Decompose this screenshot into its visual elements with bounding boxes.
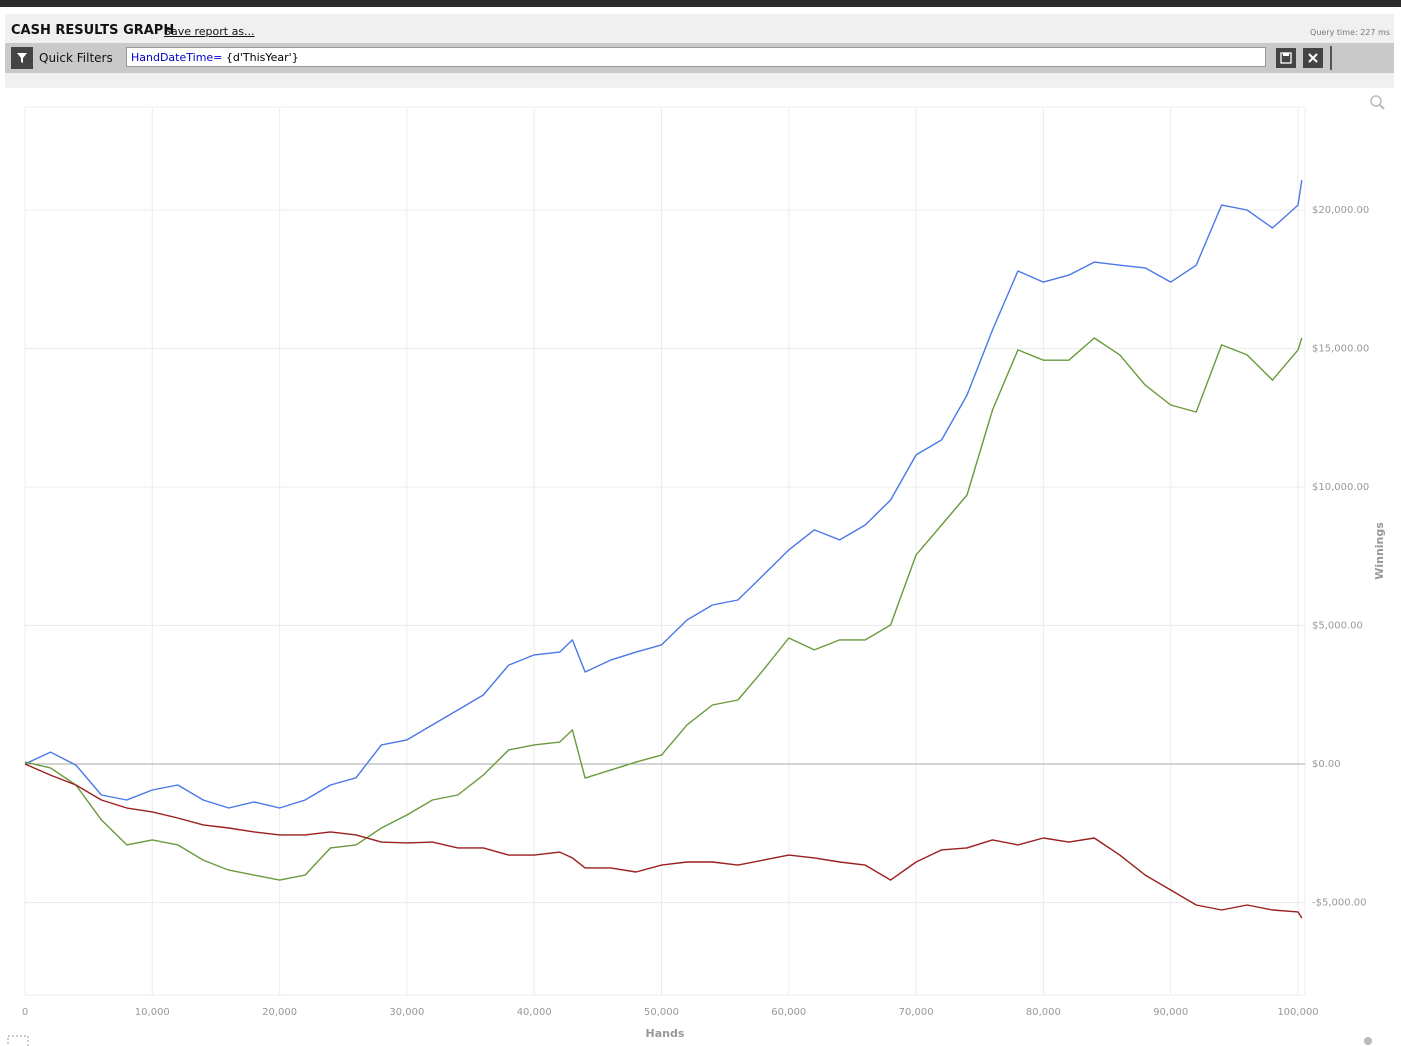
report-title: CASH RESULTS GRAPH xyxy=(11,23,175,38)
x-tick-label: 70,000 xyxy=(899,1007,934,1018)
x-tick-label: 100,000 xyxy=(1277,1007,1318,1018)
y-tick-label: $15,000.00 xyxy=(1312,344,1369,355)
filter-button[interactable] xyxy=(11,47,33,69)
x-tick-label: 10,000 xyxy=(135,1007,170,1018)
filter-input[interactable]: HandDateTime= {d'ThisYear'} xyxy=(126,47,1266,67)
y-tick-label: -$5,000.00 xyxy=(1312,897,1367,908)
x-tick-label: 40,000 xyxy=(517,1007,552,1018)
series-line xyxy=(24,763,1303,919)
x-tick-label: 60,000 xyxy=(771,1007,806,1018)
save-filter-button[interactable] xyxy=(1276,48,1296,68)
x-axis-label: Hands xyxy=(646,1027,685,1040)
clear-filter-button[interactable] xyxy=(1303,48,1323,68)
settings-icon xyxy=(7,1035,29,1046)
separator xyxy=(1330,46,1332,70)
x-tick-label: 0 xyxy=(22,1007,28,1018)
filter-field: HandDateTime= xyxy=(131,51,223,64)
filter-value: {d'ThisYear'} xyxy=(225,51,299,64)
y-axis-label: Winnings xyxy=(1373,522,1386,580)
info-icon xyxy=(1364,1037,1372,1045)
series-line xyxy=(24,179,1303,809)
x-tick-label: 20,000 xyxy=(262,1007,297,1018)
save-report-link[interactable]: Save report as... xyxy=(164,25,255,38)
y-tick-label: $0.00 xyxy=(1312,759,1341,770)
query-time: Query time: 227 ms xyxy=(1310,28,1390,37)
x-tick-label: 90,000 xyxy=(1153,1007,1188,1018)
y-tick-label: $10,000.00 xyxy=(1312,482,1369,493)
window-bar xyxy=(0,0,1401,7)
series-line xyxy=(24,337,1303,881)
x-tick-label: 50,000 xyxy=(644,1007,679,1018)
zoom-icon-handle xyxy=(1379,104,1385,110)
filter-label: Quick Filters xyxy=(39,51,113,65)
zoom-icon xyxy=(1370,95,1382,107)
x-tick-label: 80,000 xyxy=(1026,1007,1061,1018)
plot-area xyxy=(24,106,1306,996)
y-tick-label: $5,000.00 xyxy=(1312,621,1363,632)
x-tick-label: 30,000 xyxy=(389,1007,424,1018)
y-tick-label: $20,000.00 xyxy=(1312,205,1369,216)
